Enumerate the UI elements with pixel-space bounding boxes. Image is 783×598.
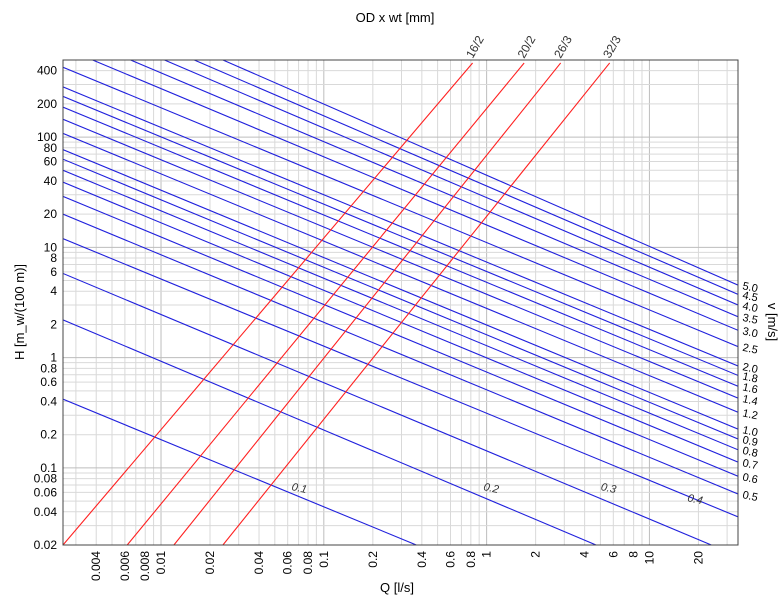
y-tick-label: 100 xyxy=(37,130,57,144)
velocity-label-2.0: 2.0 xyxy=(741,361,758,376)
pipe-line-16-2 xyxy=(63,62,474,545)
y-tick-label: 0.1 xyxy=(40,461,57,475)
velocity-label-1.6: 1.6 xyxy=(741,381,758,396)
y-tick-label: 0.4 xyxy=(40,395,57,409)
velocity-label-2.5: 2.5 xyxy=(741,342,758,357)
velocity-label-0.6: 0.6 xyxy=(741,471,758,486)
x-tick-label: 0.008 xyxy=(138,551,152,581)
plot-frame xyxy=(62,59,739,546)
velocity-label-0.7: 0.7 xyxy=(741,457,758,472)
y-tick-label: 0.06 xyxy=(34,485,58,499)
pipe-line-32-3 xyxy=(222,62,611,545)
velocity-label-1.2: 1.2 xyxy=(741,407,758,422)
velocity-label-0.5: 0.5 xyxy=(741,489,758,504)
velocity-label-3.5: 3.5 xyxy=(741,312,758,327)
y-tick-label: 8 xyxy=(50,251,57,265)
velocity-line-4.0 xyxy=(164,60,738,306)
velocity-line-0.6 xyxy=(63,195,738,477)
velocity-label-0.9: 0.9 xyxy=(741,434,758,449)
x-tick-label: 20 xyxy=(691,551,705,565)
x-tick-label: 8 xyxy=(627,551,641,558)
y-tick-label: 0.2 xyxy=(40,428,57,442)
velocity-line-1.0 xyxy=(63,149,738,430)
velocity-line-1.4 xyxy=(63,118,738,399)
velocity-line-0.7 xyxy=(63,181,738,463)
x-tick-label: 0.01 xyxy=(154,551,168,575)
velocity-line-0.4 xyxy=(63,238,738,518)
y-tick-label: 200 xyxy=(37,97,57,111)
velocity-label-4.5: 4.5 xyxy=(741,290,758,305)
velocity-line-2.5 xyxy=(63,66,738,348)
x-tick-label: 0.6 xyxy=(444,551,458,568)
velocity-line-0.9 xyxy=(63,158,738,440)
x-tick-label: 6 xyxy=(606,551,620,558)
velocity-line-1.2 xyxy=(63,132,738,413)
x-tick-label: 10 xyxy=(642,551,656,565)
x-tick-label: 0.8 xyxy=(464,551,478,568)
right-axis-label: v [m/s] xyxy=(765,303,780,341)
x-tick-label: 0.2 xyxy=(366,551,380,568)
x-tick-label: 0.4 xyxy=(415,551,429,568)
y-tick-label: 60 xyxy=(44,155,58,169)
velocity-line-5.0 xyxy=(222,60,738,286)
velocity-label-4.0: 4.0 xyxy=(741,300,758,315)
x-tick-label: 0.004 xyxy=(89,551,103,581)
y-tick-label: 4 xyxy=(50,284,57,298)
x-axis-label: Q [l/s] xyxy=(380,580,414,595)
y-axis-label: H [m_w/(100 m)] xyxy=(12,264,27,360)
velocity-label-0.3: 0.3 xyxy=(600,481,618,496)
velocity-label-0.8: 0.8 xyxy=(741,445,758,460)
y-tick-label: 80 xyxy=(44,141,58,155)
x-tick-label: 0.006 xyxy=(118,551,132,581)
pipe-line-20-2 xyxy=(126,62,525,545)
velocity-line-1.6 xyxy=(63,106,738,387)
y-tick-label: 0.04 xyxy=(34,505,58,519)
x-tick-label: 2 xyxy=(529,551,543,558)
velocity-label-0.1: 0.1 xyxy=(291,481,308,496)
y-tick-label: 6 xyxy=(50,265,57,279)
velocity-label-1.4: 1.4 xyxy=(741,393,758,408)
x-tick-label: 0.04 xyxy=(252,551,266,575)
velocity-line-3.5 xyxy=(130,60,738,318)
velocity-line-0.2 xyxy=(63,319,597,545)
y-tick-label: 2 xyxy=(50,317,57,331)
velocity-label-5.0: 5.0 xyxy=(741,280,758,295)
velocity-label-1.0: 1.0 xyxy=(741,424,758,439)
velocity-line-0.5 xyxy=(63,213,738,495)
y-tick-label: 20 xyxy=(44,207,58,221)
x-tick-label: 0.02 xyxy=(203,551,217,575)
velocity-line-0.1 xyxy=(63,398,417,545)
y-tick-label: 40 xyxy=(44,174,58,188)
y-tick-label: 0.8 xyxy=(40,361,57,375)
x-tick-label: 0.1 xyxy=(317,551,331,568)
pipe-line-26-3 xyxy=(173,62,562,545)
x-tick-label: 0.08 xyxy=(301,551,315,575)
y-tick-label: 0.6 xyxy=(40,375,57,389)
x-tick-label: 1 xyxy=(480,551,494,558)
velocity-line-2.0 xyxy=(63,86,738,367)
x-tick-label: 4 xyxy=(578,551,592,558)
y-tick-label: 0.02 xyxy=(34,538,58,552)
velocity-label-1.8: 1.8 xyxy=(741,371,758,386)
y-tick-label: 1 xyxy=(50,351,57,365)
chart-title: OD x wt [mm] xyxy=(356,10,435,25)
series-group xyxy=(63,60,738,545)
velocity-label-0.4: 0.4 xyxy=(686,492,703,507)
velocity-line-4.5 xyxy=(194,60,738,295)
velocity-line-0.3 xyxy=(63,272,712,545)
y-tick-label: 400 xyxy=(37,64,57,78)
y-tick-label: 0.08 xyxy=(34,472,58,486)
y-tick-label: 10 xyxy=(44,240,58,254)
grid xyxy=(63,59,738,546)
x-tick-label: 0.06 xyxy=(281,551,295,575)
velocity-line-1.8 xyxy=(63,95,738,376)
tick-labels: 0.004 0.006 0.008 0.01 0.02 0.04 0.06 0.08 0.1 0.… xyxy=(34,64,706,581)
velocity-line-0.8 xyxy=(63,169,738,451)
velocity-label-0.2: 0.2 xyxy=(482,481,499,496)
velocity-label-3.0: 3.0 xyxy=(741,325,758,340)
